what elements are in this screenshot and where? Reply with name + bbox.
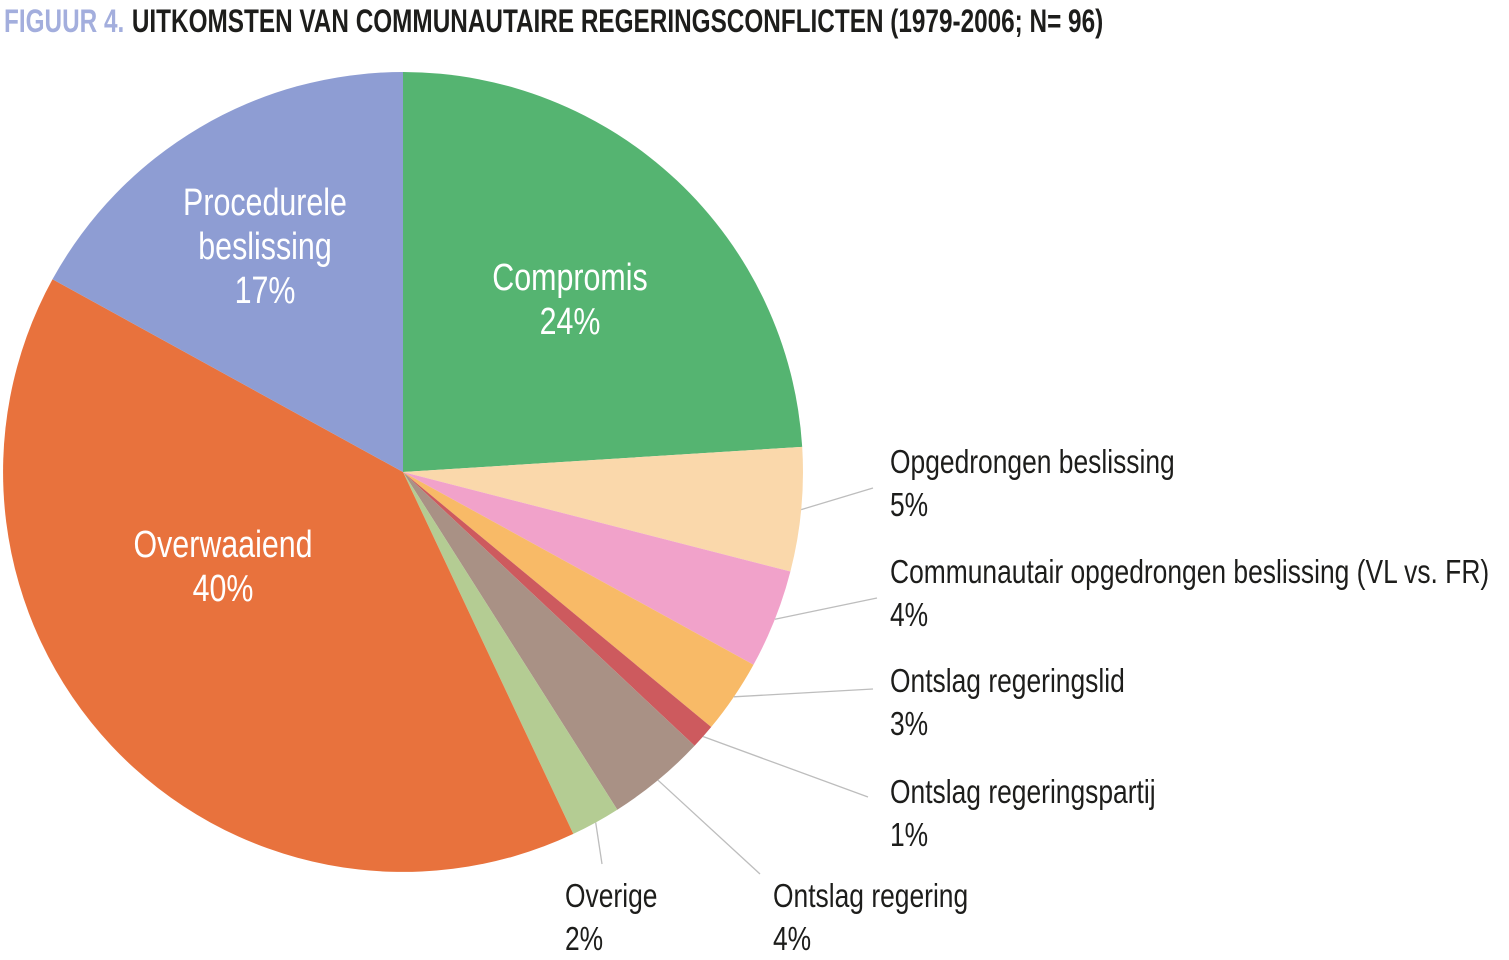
- slice-label-ontslag-regering: Ontslag regering 4%: [773, 874, 968, 960]
- slice-label-overige: Overige 2%: [565, 874, 657, 960]
- slice-label-text: Ontslag regeringslid: [890, 662, 1125, 699]
- slice-label-text: Procedurele beslissing: [183, 182, 347, 268]
- slice-label-pct: 17%: [234, 270, 296, 312]
- slice-label-opgedrongen-beslissing: Opgedrongen beslissing 5%: [890, 440, 1175, 526]
- slice-label-text: Ontslag regeringspartij: [890, 773, 1156, 810]
- figure-title: FIGUUR 4. UITKOMSTEN VAN COMMUNAUTAIRE RE…: [4, 2, 1103, 40]
- slice-label-ontslag-regeringspartij: Ontslag regeringspartij 1%: [890, 770, 1156, 856]
- slice-label-pct: 1%: [890, 816, 929, 853]
- slice-label-text: Overwaaiend: [133, 524, 313, 566]
- pie-slice-regeringslid: [403, 472, 754, 727]
- slice-label-overwaaiend: Overwaaiend 40%: [111, 523, 335, 611]
- pie-slice-communautair: [403, 472, 791, 665]
- slice-label-pct: 40%: [192, 568, 254, 610]
- slice-label-text: Communautair opgedrongen beslissing (VL …: [890, 553, 1490, 590]
- slice-label-pct: 4%: [890, 596, 929, 633]
- slice-label-compromis: Compromis 24%: [474, 256, 666, 344]
- leader-line-opgedrongen: [801, 487, 874, 511]
- leader-line-regeringslid: [733, 688, 874, 698]
- pie-slice-regering: [403, 472, 695, 810]
- slice-label-communautair-opgedrongen-beslissing: Communautair opgedrongen beslissing (VL …: [890, 550, 1489, 636]
- slice-label-text: Ontslag regering: [773, 877, 969, 914]
- slice-label-pct: 3%: [890, 705, 929, 742]
- slice-label-pct: 2%: [565, 920, 604, 957]
- pie-slice-overwaaiend: [3, 279, 574, 872]
- slice-label-text: Compromis: [492, 257, 648, 299]
- slice-label-text: Opgedrongen beslissing: [890, 443, 1175, 480]
- slice-label-ontslag-regeringslid: Ontslag regeringslid 3%: [890, 659, 1125, 745]
- leader-line-regeringspartij: [702, 735, 869, 798]
- slice-label-procedurele-beslissing: Procedurele beslissing 17%: [165, 181, 365, 313]
- slice-label-text: Overige: [565, 877, 658, 914]
- slice-label-pct: 5%: [890, 486, 929, 523]
- pie-slice-regeringspartij: [403, 472, 712, 746]
- leader-line-regering: [657, 779, 761, 875]
- leader-line-communautair: [774, 597, 878, 620]
- leader-line-overige: [595, 822, 603, 865]
- figure-title-text: UITKOMSTEN VAN COMMUNAUTAIRE REGERINGSCO…: [131, 3, 1104, 39]
- pie-slice-compromis: [403, 72, 803, 472]
- pie-slice-procedurele: [52, 72, 403, 472]
- pie-slice-overige: [403, 472, 618, 834]
- figure-number: FIGUUR 4.: [4, 3, 125, 39]
- pie-slice-opgedrongen: [403, 446, 803, 572]
- slice-label-pct: 24%: [539, 301, 601, 343]
- slice-label-pct: 4%: [773, 920, 812, 957]
